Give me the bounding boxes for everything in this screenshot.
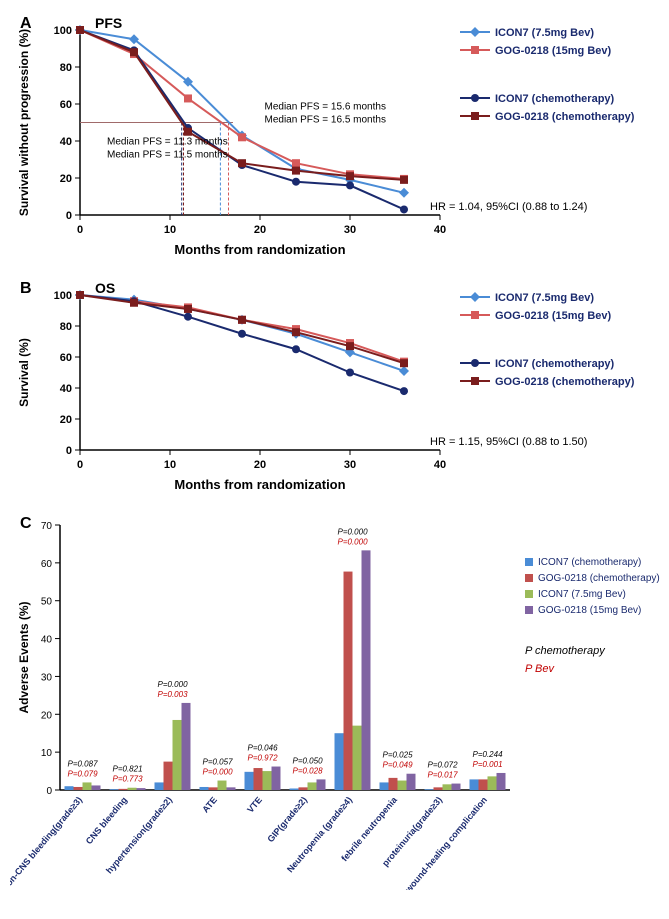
svg-text:0: 0 bbox=[77, 224, 83, 236]
os-chart: B OS 0 10 20 30 40 0 20 40 60 80 100 Months from rand… bbox=[10, 275, 660, 495]
svg-text:30: 30 bbox=[344, 459, 356, 471]
svg-text:60: 60 bbox=[41, 559, 53, 570]
svg-text:Months from randomization: Months from randomization bbox=[174, 242, 345, 257]
svg-text:P=0.821: P=0.821 bbox=[112, 765, 142, 774]
svg-text:GOG-0218 (15mg Bev): GOG-0218 (15mg Bev) bbox=[495, 45, 611, 57]
svg-text:P=0.773: P=0.773 bbox=[112, 775, 143, 784]
svg-text:GIP(grade≥2): GIP(grade≥2) bbox=[265, 795, 309, 844]
svg-text:100: 100 bbox=[54, 290, 72, 302]
svg-text:60: 60 bbox=[60, 99, 72, 111]
svg-text:ICON7 (chemotherapy): ICON7 (chemotherapy) bbox=[495, 93, 615, 105]
svg-text:P chemotherapy: P chemotherapy bbox=[525, 645, 606, 657]
svg-text:P=0.000: P=0.000 bbox=[337, 527, 368, 536]
svg-text:40: 40 bbox=[41, 635, 53, 646]
svg-text:Median PFS = 11.3 months: Median PFS = 11.3 months bbox=[107, 137, 228, 148]
svg-text:VTE: VTE bbox=[245, 795, 264, 815]
svg-text:ATE: ATE bbox=[200, 795, 219, 815]
svg-text:P=0.972: P=0.972 bbox=[247, 754, 278, 763]
svg-text:0: 0 bbox=[66, 210, 72, 222]
svg-text:Median PFS = 15.6 months: Median PFS = 15.6 months bbox=[265, 102, 386, 113]
svg-text:P Bev: P Bev bbox=[525, 663, 555, 675]
svg-text:Survival without progression (: Survival without progression (%) bbox=[17, 29, 31, 216]
svg-text:P=0.072: P=0.072 bbox=[427, 761, 458, 770]
panel-a: APFS010203040020406080100Months from ran… bbox=[10, 10, 659, 265]
svg-text:40: 40 bbox=[60, 383, 72, 395]
svg-text:Median PFS = 16.5 months: Median PFS = 16.5 months bbox=[265, 115, 386, 126]
svg-text:P=0.017: P=0.017 bbox=[427, 771, 458, 780]
svg-text:C: C bbox=[20, 515, 32, 532]
svg-text:P=0.079: P=0.079 bbox=[67, 769, 98, 778]
svg-text:ICON7 (7.5mg Bev): ICON7 (7.5mg Bev) bbox=[495, 292, 594, 304]
svg-text:P=0.049: P=0.049 bbox=[382, 761, 413, 770]
svg-text:ICON7 (7.5mg Bev): ICON7 (7.5mg Bev) bbox=[538, 589, 626, 600]
svg-text:OS: OS bbox=[95, 280, 115, 296]
svg-text:non-CNS bleeding(grade≥3): non-CNS bleeding(grade≥3) bbox=[10, 795, 84, 890]
svg-text:20: 20 bbox=[60, 173, 72, 185]
svg-text:wound-healing complication: wound-healing complication bbox=[403, 795, 489, 890]
svg-text:Median PFS = 11.5 months: Median PFS = 11.5 months bbox=[107, 150, 228, 161]
svg-text:Months from randomization: Months from randomization bbox=[174, 477, 345, 492]
svg-text:ICON7 (chemotherapy): ICON7 (chemotherapy) bbox=[495, 358, 615, 370]
svg-text:GOG-0218 (15mg Bev): GOG-0218 (15mg Bev) bbox=[495, 310, 611, 322]
svg-text:GOG-0218 (chemotherapy): GOG-0218 (chemotherapy) bbox=[495, 376, 635, 388]
svg-text:P=0.000: P=0.000 bbox=[202, 768, 233, 777]
svg-text:P=0.046: P=0.046 bbox=[247, 744, 278, 753]
svg-text:20: 20 bbox=[60, 414, 72, 426]
svg-text:40: 40 bbox=[434, 459, 446, 471]
panel-c: C 0 10 20 30 40 50 60 70 Adverse Events (%) non-CN… bbox=[10, 510, 659, 895]
svg-text:P=0.001: P=0.001 bbox=[472, 760, 502, 769]
svg-text:0: 0 bbox=[66, 445, 72, 457]
svg-text:60: 60 bbox=[60, 352, 72, 364]
svg-text:CNS bleeding: CNS bleeding bbox=[84, 795, 129, 846]
svg-text:B: B bbox=[20, 280, 32, 297]
svg-text:P=0.003: P=0.003 bbox=[157, 690, 188, 699]
svg-text:GOG-0218 (15mg Bev): GOG-0218 (15mg Bev) bbox=[538, 605, 641, 616]
svg-text:GOG-0218 (chemotherapy): GOG-0218 (chemotherapy) bbox=[495, 111, 635, 123]
svg-text:P=0.025: P=0.025 bbox=[382, 751, 413, 760]
svg-text:HR = 1.04, 95%CI (0.88 to 1.24: HR = 1.04, 95%CI (0.88 to 1.24) bbox=[430, 201, 587, 213]
svg-text:Adverse Events (%): Adverse Events (%) bbox=[17, 601, 31, 713]
svg-text:ICON7 (7.5mg Bev): ICON7 (7.5mg Bev) bbox=[495, 27, 594, 39]
pfs-chart: APFS010203040020406080100Months from ran… bbox=[10, 10, 660, 260]
svg-text:70: 70 bbox=[41, 521, 53, 532]
svg-text:P=0.087: P=0.087 bbox=[67, 759, 98, 768]
svg-text:Survival (%): Survival (%) bbox=[17, 338, 31, 407]
svg-text:80: 80 bbox=[60, 321, 72, 333]
svg-text:100: 100 bbox=[54, 25, 72, 37]
svg-text:0: 0 bbox=[46, 786, 52, 797]
svg-text:0: 0 bbox=[77, 459, 83, 471]
svg-text:10: 10 bbox=[164, 224, 176, 236]
panel-b: B OS 0 10 20 30 40 0 20 40 60 80 100 Months from rand… bbox=[10, 275, 659, 500]
svg-text:20: 20 bbox=[254, 459, 266, 471]
svg-text:P=0.000: P=0.000 bbox=[337, 537, 368, 546]
svg-text:40: 40 bbox=[434, 224, 446, 236]
svg-text:30: 30 bbox=[344, 224, 356, 236]
svg-text:20: 20 bbox=[41, 710, 53, 721]
svg-text:50: 50 bbox=[41, 597, 53, 608]
adverse-events-chart: C 0 10 20 30 40 50 60 70 Adverse Events (%) non-CN… bbox=[10, 510, 660, 890]
svg-text:P=0.028: P=0.028 bbox=[292, 766, 323, 775]
svg-text:30: 30 bbox=[41, 672, 53, 683]
svg-text:P=0.057: P=0.057 bbox=[202, 758, 233, 767]
svg-text:80: 80 bbox=[60, 62, 72, 74]
svg-text:GOG-0218 (chemotherapy): GOG-0218 (chemotherapy) bbox=[538, 573, 660, 584]
svg-text:HR = 1.15, 95%CI (0.88 to 1.50: HR = 1.15, 95%CI (0.88 to 1.50) bbox=[430, 436, 587, 448]
svg-text:PFS: PFS bbox=[95, 15, 122, 31]
svg-text:P=0.000: P=0.000 bbox=[157, 680, 188, 689]
svg-text:P=0.050: P=0.050 bbox=[292, 756, 323, 765]
svg-text:40: 40 bbox=[60, 136, 72, 148]
svg-text:20: 20 bbox=[254, 224, 266, 236]
svg-text:10: 10 bbox=[41, 748, 53, 759]
svg-text:P=0.244: P=0.244 bbox=[472, 750, 503, 759]
svg-text:ICON7 (chemotherapy): ICON7 (chemotherapy) bbox=[538, 557, 641, 568]
svg-text:10: 10 bbox=[164, 459, 176, 471]
